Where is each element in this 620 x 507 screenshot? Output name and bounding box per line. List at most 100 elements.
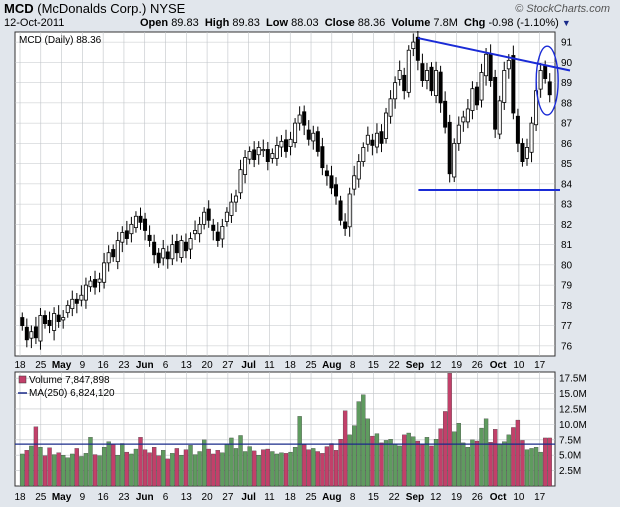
x-tick-label: 6	[163, 492, 169, 503]
price-tick-label: 83	[561, 200, 573, 211]
candle-body	[529, 122, 534, 153]
volume-tick-label: 10.0M	[559, 420, 587, 431]
candle-body	[502, 70, 507, 103]
volume-bar	[47, 447, 52, 487]
candle-body	[24, 326, 29, 341]
volume-bar	[101, 447, 107, 487]
volume-bar	[270, 451, 275, 487]
volume-bar	[292, 447, 298, 487]
candle-body	[220, 225, 225, 240]
quote-summary: Open 89.83 High 89.83 Low 88.03 Close 88…	[140, 17, 571, 29]
volume-bar	[338, 439, 343, 487]
volume-bar	[483, 418, 489, 487]
volume-bar	[20, 453, 25, 487]
volume-bar	[379, 442, 384, 487]
candle-body	[543, 65, 548, 79]
volume-bar	[56, 452, 61, 487]
volume-bar	[442, 411, 448, 487]
volume-bar	[283, 453, 289, 487]
volume-bar	[156, 455, 161, 487]
volume-bar	[388, 439, 393, 487]
x-tick-label: Aug	[322, 492, 341, 503]
volume-bar	[29, 445, 34, 487]
volume-bar	[206, 448, 211, 487]
candle-body	[256, 147, 261, 156]
volume-bar	[374, 433, 380, 487]
volume-bar	[129, 453, 134, 487]
x-tick-label: 23	[118, 360, 130, 371]
candle-body	[293, 122, 298, 143]
x-tick-label: Jun	[136, 360, 154, 371]
x-tick-label: 12	[430, 492, 442, 503]
x-tick-label: 16	[98, 360, 110, 371]
candle-body	[329, 175, 334, 189]
x-tick-label: Jul	[241, 360, 256, 371]
volume-bar	[165, 458, 170, 487]
candle-body	[129, 223, 134, 235]
high-label: High	[204, 17, 230, 29]
candle-body	[379, 131, 384, 144]
low-label: Low	[266, 17, 289, 29]
volume-bar	[533, 447, 539, 487]
x-tick-label: 25	[35, 492, 47, 503]
volume-bar	[329, 443, 334, 487]
candle-body	[384, 112, 389, 139]
x-tick-label: 17	[534, 360, 546, 371]
x-tick-label: 27	[222, 492, 234, 503]
x-tick-label: 22	[389, 360, 401, 371]
volume-bar	[70, 453, 75, 487]
x-tick-label: 11	[264, 492, 275, 503]
volume-bar	[220, 452, 225, 487]
candle-body	[138, 215, 143, 223]
volume-bar	[383, 440, 389, 487]
volume-tick-label: 12.5M	[559, 404, 587, 415]
volume-tick-label: 5.0M	[559, 451, 581, 462]
candle-body	[47, 319, 52, 327]
candle-body	[447, 121, 452, 175]
candle-body	[456, 124, 461, 144]
candle-body	[265, 149, 270, 162]
x-tick-label: 16	[98, 492, 110, 503]
candle-body	[183, 241, 188, 252]
candle-body	[102, 262, 107, 283]
volume-bar	[229, 437, 234, 487]
price-tick-label: 82	[561, 220, 573, 231]
volume-bar	[170, 453, 175, 487]
price-legend: MCD (Daily) 88.36	[19, 35, 102, 46]
chart-date: 12-Oct-2011	[4, 17, 65, 29]
candle-body	[415, 36, 420, 61]
x-tick-label: Oct	[490, 492, 507, 503]
candle-body	[83, 284, 88, 301]
volume-tick-label: 17.5M	[559, 374, 587, 385]
candle-body	[411, 41, 416, 50]
symbol: MCD	[4, 1, 34, 16]
volume-bar	[192, 454, 198, 487]
chg-dropdown-icon[interactable]: ▼	[561, 18, 571, 28]
candle-body	[302, 111, 307, 126]
volume-bar	[242, 451, 248, 487]
volume-bar	[506, 434, 511, 487]
volume-bar	[133, 448, 139, 487]
candle-body	[343, 221, 348, 229]
volume-bar	[406, 432, 411, 487]
volume-bar	[151, 447, 157, 487]
candle-body	[370, 139, 375, 146]
candle-body	[133, 215, 138, 229]
x-tick-label: 27	[222, 360, 234, 371]
x-tick-label: 9	[80, 492, 86, 503]
chg-value: -0.98 (-1.10%)	[488, 17, 559, 29]
open-value: 89.83	[171, 17, 199, 29]
volume-bar	[42, 455, 48, 487]
candle-body	[406, 49, 411, 93]
candle-body	[538, 70, 543, 90]
x-tick-label: 9	[80, 360, 86, 371]
volume-bar	[147, 452, 152, 487]
candle-body	[238, 169, 243, 194]
candle-body	[197, 223, 202, 235]
x-tick-label: 15	[368, 360, 380, 371]
volume-bar	[470, 439, 475, 487]
volume-bar	[51, 454, 57, 487]
candle-body	[274, 144, 279, 159]
volume-bar	[347, 434, 352, 487]
